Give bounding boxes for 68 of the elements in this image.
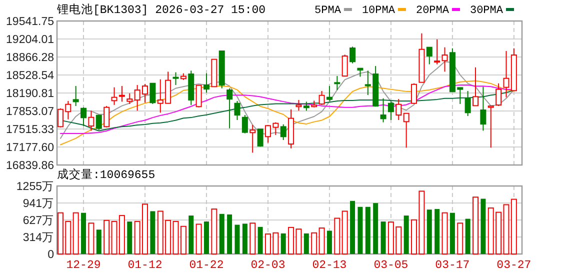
bar: [304, 233, 309, 254]
legend-label: 20PMA: [416, 5, 450, 17]
x-tick-label: 02-13: [312, 259, 347, 272]
bar: [480, 198, 486, 254]
bar: [318, 227, 325, 254]
bar: [127, 221, 132, 254]
y-tick-label: 314万: [22, 230, 54, 244]
bar: [188, 216, 194, 254]
bar: [380, 221, 386, 254]
bar: [326, 230, 332, 254]
x-tick-label: 03-05: [374, 259, 408, 272]
bar: [457, 222, 464, 254]
bar: [426, 210, 432, 254]
bar: [510, 198, 517, 254]
bar: [358, 206, 363, 254]
bar: [180, 226, 186, 254]
bar: [96, 230, 102, 254]
bar: [434, 209, 440, 254]
x-tick-label: 02-03: [250, 259, 286, 272]
x-tick-label: 01-22: [189, 259, 224, 272]
y-tick-label: 18528.54: [6, 70, 55, 82]
bar: [219, 214, 224, 254]
legend-label: 10PMA: [362, 5, 396, 17]
y-tick-label: 19541.75: [6, 16, 54, 28]
y-tick-label: 627万: [22, 214, 54, 228]
bar: [72, 212, 79, 254]
bar: [211, 208, 218, 254]
x-tick-label: 12-29: [66, 259, 101, 272]
legend-label: 30PMA: [470, 5, 504, 17]
bar: [88, 222, 94, 254]
chart-title: 成交量:10069655: [57, 167, 156, 182]
bar: [104, 220, 110, 254]
y-tick-label: 17853.07: [6, 106, 54, 118]
y-tick-label: 941万: [22, 197, 54, 210]
y-tick-label: 1255万: [16, 180, 54, 193]
bar: [81, 212, 86, 254]
bar: [465, 218, 470, 254]
bar: [242, 224, 248, 254]
x-tick-label: 03-27: [496, 259, 532, 272]
x-tick-label: 03-17: [435, 259, 470, 272]
bar: [150, 211, 156, 254]
y-tick-label: 0: [48, 249, 54, 261]
chart-title: 锂电池[BK1303] 2026-03-27 15:00: [56, 3, 266, 17]
bar: [450, 212, 455, 254]
y-tick-label: 17177.60: [6, 142, 54, 154]
x-tick-label: 01-12: [128, 259, 162, 272]
y-tick-label: 19204.01: [6, 34, 54, 46]
bar: [334, 218, 340, 254]
bar: [404, 216, 409, 254]
bar: [258, 226, 263, 254]
bar: [204, 221, 209, 254]
bar: [472, 196, 478, 254]
bar: [342, 210, 348, 254]
bar: [442, 212, 448, 254]
y-tick-label: 18190.81: [6, 88, 54, 100]
bar: [311, 232, 318, 254]
bar: [227, 214, 232, 254]
legend-label: 5PMA: [314, 5, 342, 17]
bar: [373, 203, 378, 254]
bar: [365, 206, 370, 254]
y-tick-label: 18866.28: [6, 52, 54, 64]
bar: [234, 224, 240, 254]
bar: [250, 222, 256, 254]
bar: [350, 200, 356, 254]
y-tick-label: 17515.33: [6, 124, 54, 136]
bar: [280, 233, 286, 254]
bar: [196, 224, 202, 254]
y-tick-label: 16839.86: [6, 160, 54, 172]
